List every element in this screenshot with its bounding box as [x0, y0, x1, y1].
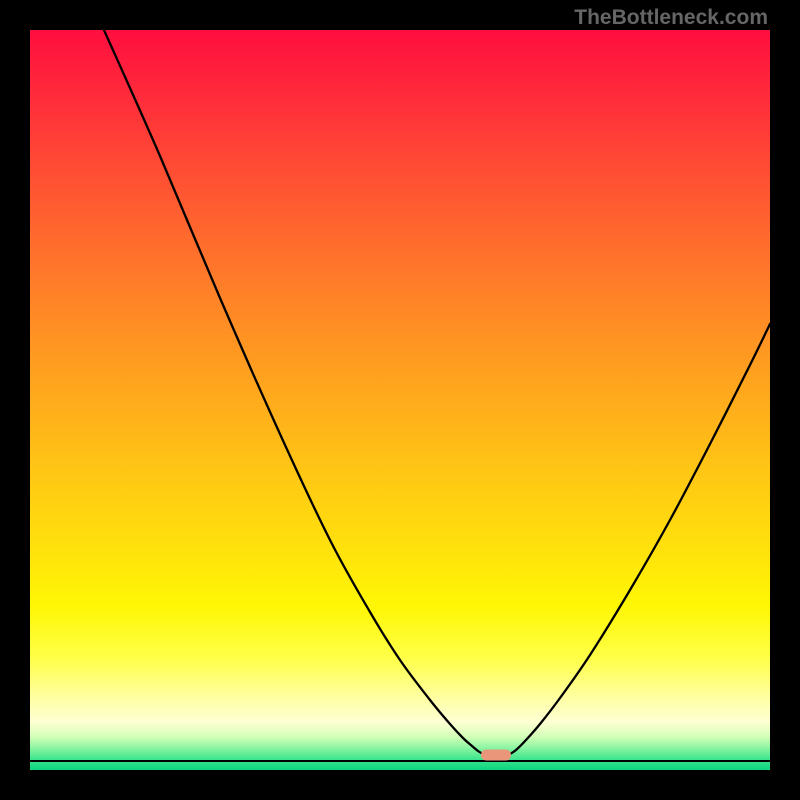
plot-area [30, 30, 770, 770]
chart-frame: TheBottleneck.com [0, 0, 800, 800]
notch-marker [481, 750, 511, 761]
attribution-text: TheBottleneck.com [574, 6, 768, 30]
bottleneck-curve [30, 30, 770, 770]
